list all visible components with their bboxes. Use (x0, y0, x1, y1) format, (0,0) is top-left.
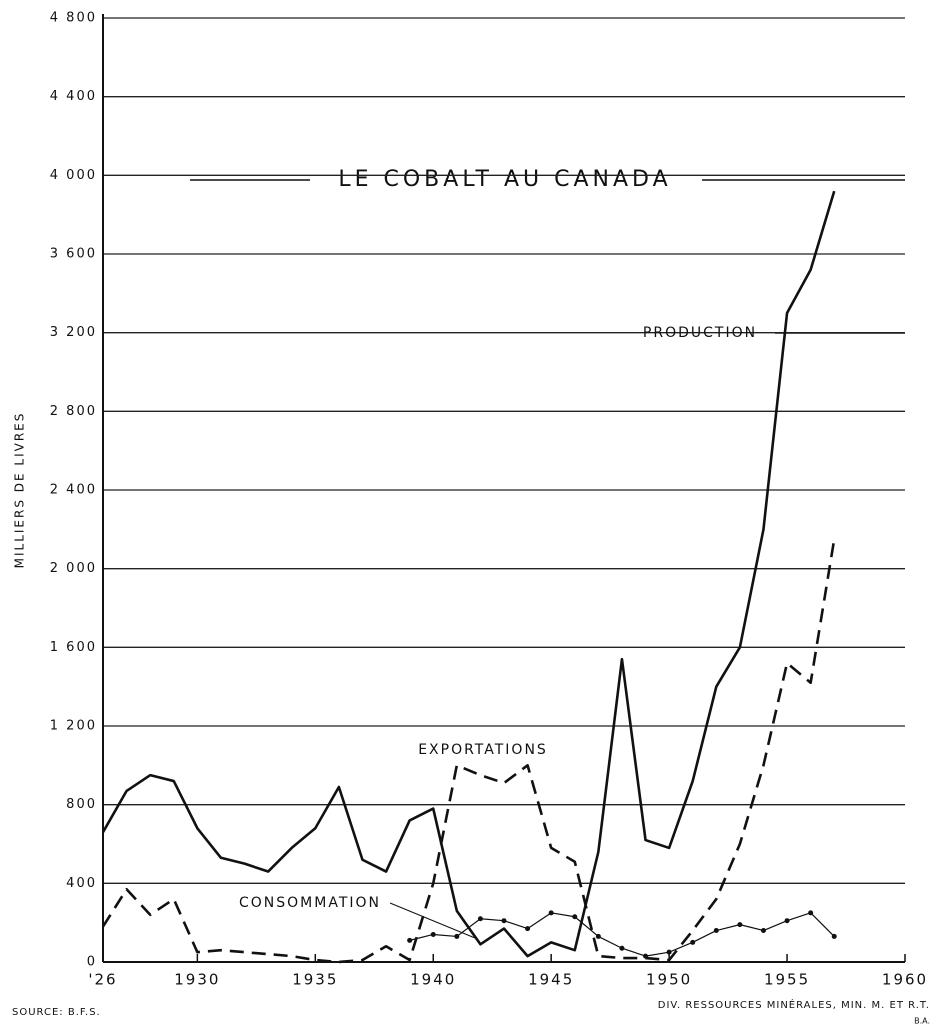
credit: DIV. RESSOURCES MINÉRALES, MIN. M. ET R.… (658, 998, 930, 1011)
arrow (389, 902, 476, 939)
x-tick-label: 1930 (174, 971, 220, 989)
point (737, 922, 743, 928)
point (713, 928, 719, 934)
source: SOURCE: B.F.S. (12, 1007, 101, 1018)
y-tick-label: 3 600 (50, 247, 97, 262)
point (784, 918, 790, 924)
point (831, 933, 837, 939)
y-tick-label: 2 800 (50, 404, 97, 419)
point (690, 939, 696, 945)
y-tick-label: 3 200 (50, 325, 97, 340)
y-tick-label: 0 (87, 955, 97, 970)
point (430, 931, 436, 937)
point (619, 945, 625, 951)
y-axis-label: MILLIERS DE LIVRES (13, 412, 27, 569)
point (454, 933, 460, 939)
annotation: CONSOMMATION (239, 895, 381, 911)
point (808, 910, 814, 916)
point (595, 933, 601, 939)
y-tick-label: 4 000 (50, 168, 97, 183)
y-tick-label: 2 400 (50, 483, 97, 498)
point (666, 949, 672, 955)
annotation: PRODUCTION (643, 325, 757, 341)
y-tick-label: 2 000 (50, 561, 97, 576)
annotation: EXPORTATIONS (418, 742, 548, 758)
x-tick-label: 1935 (292, 971, 338, 989)
point (407, 937, 413, 943)
x-tick-label: 1945 (528, 971, 574, 989)
point (525, 926, 531, 932)
point (760, 928, 766, 934)
x-tick-label: '26 (88, 971, 117, 989)
point (501, 918, 507, 924)
x-tick-label: 1940 (410, 971, 456, 989)
x-tick-label: 1960 (882, 971, 928, 989)
point (548, 910, 554, 916)
series-line (101, 538, 836, 964)
x-tick-label: 1955 (764, 971, 810, 989)
chart-title: LE COBALT AU CANADA (338, 167, 671, 192)
x-tick-label: 1950 (646, 971, 692, 989)
point (643, 953, 649, 959)
y-tick-label: 4 400 (50, 89, 97, 104)
series-line (101, 190, 836, 958)
y-tick-label: 1 200 (50, 719, 97, 734)
y-tick-label: 4 800 (50, 11, 97, 26)
y-tick-label: 400 (66, 876, 97, 891)
point (477, 916, 483, 922)
y-tick-label: 800 (66, 797, 97, 812)
credit: B.A. (914, 1017, 930, 1026)
y-tick-label: 1 600 (50, 640, 97, 655)
point (572, 914, 578, 920)
